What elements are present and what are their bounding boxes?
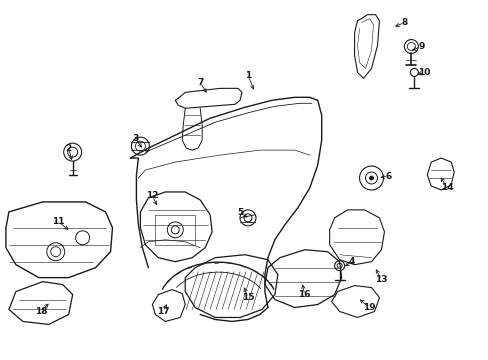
Circle shape [369,176,373,180]
Text: 6: 6 [385,171,391,180]
Text: 18: 18 [35,307,47,316]
Text: 9: 9 [417,42,424,51]
Text: 12: 12 [146,192,158,201]
Text: 7: 7 [197,78,203,87]
Text: 5: 5 [236,208,243,217]
Text: 16: 16 [298,290,310,299]
Text: 1: 1 [244,71,251,80]
Text: 10: 10 [417,68,429,77]
Text: 14: 14 [440,184,452,193]
Text: 11: 11 [52,217,65,226]
Text: 8: 8 [401,18,407,27]
Text: 3: 3 [132,134,138,143]
Text: 19: 19 [363,303,375,312]
Text: 15: 15 [241,293,254,302]
Text: 4: 4 [347,257,354,266]
Text: 2: 2 [65,144,72,153]
Text: 13: 13 [374,275,387,284]
Text: 17: 17 [157,307,169,316]
